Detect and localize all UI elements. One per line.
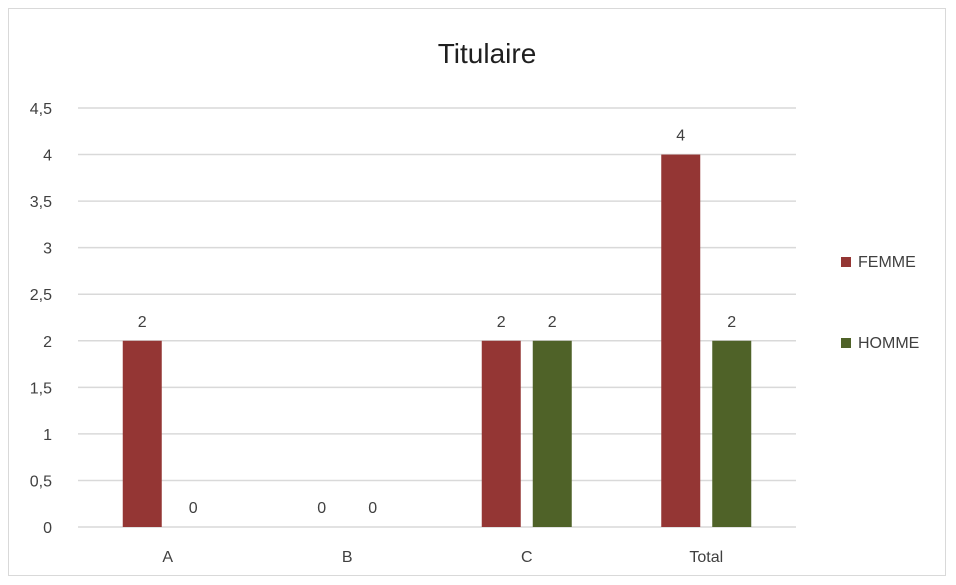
y-tick-label: 1 xyxy=(43,427,52,444)
bar-femme-c xyxy=(481,340,521,527)
x-axis-ticks: A B C Total xyxy=(162,549,723,566)
y-tick-label: 3 xyxy=(43,241,52,258)
bars xyxy=(122,154,752,528)
x-tick-label: Total xyxy=(689,549,723,566)
legend: FEMME HOMME xyxy=(841,254,919,352)
y-tick-label: 1,5 xyxy=(30,380,52,397)
chart-title: Titulaire xyxy=(438,38,537,69)
x-tick-label: A xyxy=(162,549,173,566)
data-label: 0 xyxy=(368,500,377,517)
legend-label-homme: HOMME xyxy=(858,335,919,352)
legend-label-femme: FEMME xyxy=(858,254,916,271)
data-label: 2 xyxy=(727,314,736,331)
data-label: 2 xyxy=(138,314,147,331)
y-tick-label: 0,5 xyxy=(30,473,52,490)
data-labels: 2 0 0 0 2 2 4 2 xyxy=(138,128,737,517)
y-tick-label: 4 xyxy=(43,148,52,165)
data-label: 2 xyxy=(497,314,506,331)
bar-homme-c xyxy=(532,340,572,527)
bar-femme-a xyxy=(122,340,162,527)
data-label: 2 xyxy=(548,314,557,331)
data-label: 0 xyxy=(189,500,198,517)
y-axis-ticks: 0 0,5 1 1,5 2 2,5 3 3,5 4 4,5 xyxy=(30,101,52,537)
legend-swatch-femme xyxy=(841,257,851,267)
legend-swatch-homme xyxy=(841,338,851,348)
bar-femme-total xyxy=(661,154,701,528)
y-tick-label: 4,5 xyxy=(30,101,52,118)
x-tick-label: B xyxy=(342,549,353,566)
y-tick-label: 2,5 xyxy=(30,287,52,304)
y-tick-label: 0 xyxy=(43,520,52,537)
data-label: 4 xyxy=(676,128,685,145)
y-tick-label: 2 xyxy=(43,334,52,351)
y-tick-label: 3,5 xyxy=(30,194,52,211)
data-label: 0 xyxy=(317,500,326,517)
x-tick-label: C xyxy=(521,549,533,566)
chart-frame xyxy=(8,8,946,576)
bar-homme-total xyxy=(712,340,752,527)
